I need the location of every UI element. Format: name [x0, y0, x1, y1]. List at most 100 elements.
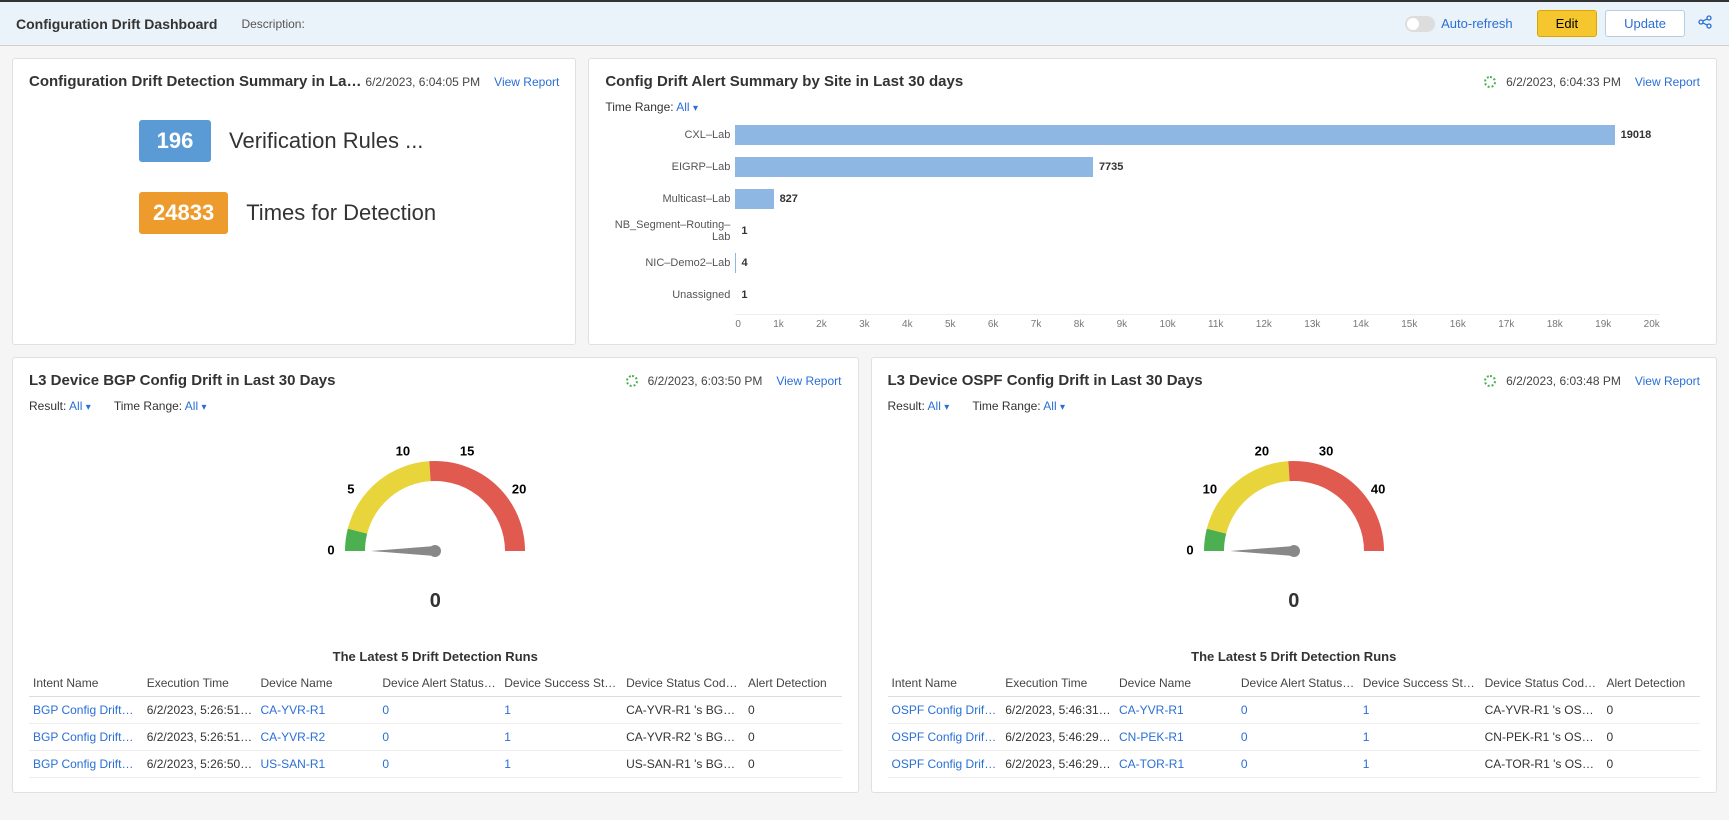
table-row[interactable]: BGP Config Drift_U...6/2/2023, 5:26:50 P… [29, 751, 842, 778]
table-header[interactable]: Device Alert Status Coc [378, 670, 500, 697]
table-cell[interactable]: 0 [378, 751, 500, 778]
time-range-dropdown[interactable]: All ▾ [676, 100, 698, 114]
bar-category-label: Unassigned [605, 289, 730, 301]
table-cell: 6/2/2023, 5:46:29 PM [1001, 724, 1115, 751]
table-cell[interactable]: 0 [1237, 751, 1359, 778]
result-label: Result: [888, 399, 925, 413]
auto-refresh-toggle[interactable] [1405, 16, 1435, 32]
x-tick: 16k [1450, 319, 1466, 330]
time-range-label: Time Range: [972, 399, 1040, 413]
share-icon[interactable] [1697, 14, 1713, 33]
table-cell[interactable]: OSPF Config Drift_... [888, 751, 1002, 778]
table-cell[interactable]: 0 [378, 724, 500, 751]
bar-category-label: NB_Segment–Routing–Lab [605, 219, 730, 243]
chevron-down-icon: ▾ [1060, 402, 1065, 413]
table-row[interactable]: BGP Config Drift_C...6/2/2023, 5:26:51 P… [29, 697, 842, 724]
table-header[interactable]: Device Success Status [1359, 670, 1481, 697]
bgp-result-dropdown[interactable]: All ▾ [69, 399, 91, 413]
site-chart-timestamp: 6/2/2023, 6:04:33 PM [1506, 75, 1621, 89]
table-cell[interactable]: 0 [1237, 724, 1359, 751]
table-cell[interactable]: 0 [1237, 697, 1359, 724]
bgp-view-report[interactable]: View Report [776, 374, 841, 388]
bgp-title: L3 Device BGP Config Drift in Last 30 Da… [29, 372, 626, 389]
summary-view-report[interactable]: View Report [494, 75, 559, 89]
table-header[interactable]: Execution Time [143, 670, 257, 697]
x-tick: 3k [859, 319, 870, 330]
table-cell[interactable]: OSPF Config Drift_... [888, 724, 1002, 751]
table-row[interactable]: OSPF Config Drift_...6/2/2023, 5:46:31 P… [888, 697, 1701, 724]
site-chart-view-report[interactable]: View Report [1635, 75, 1700, 89]
update-button[interactable]: Update [1605, 10, 1685, 37]
gauge-value: 0 [888, 590, 1701, 613]
table-header[interactable]: Execution Time [1001, 670, 1115, 697]
ospf-panel: L3 Device OSPF Config Drift in Last 30 D… [871, 357, 1718, 793]
loading-icon [1484, 375, 1496, 387]
table-cell[interactable]: BGP Config Drift_C... [29, 724, 143, 751]
bar[interactable] [735, 125, 1614, 145]
stat-label: Verification Rules ... [229, 128, 423, 154]
chevron-down-icon: ▾ [201, 402, 206, 413]
table-header[interactable]: Intent Name [29, 670, 143, 697]
table-header[interactable]: Alert Detection [744, 670, 842, 697]
svg-text:0: 0 [1186, 542, 1193, 557]
table-row[interactable]: BGP Config Drift_C...6/2/2023, 5:26:51 P… [29, 724, 842, 751]
x-tick: 18k [1547, 319, 1563, 330]
table-cell: CA-YVR-R1 's BGP co... [622, 697, 744, 724]
table-cell[interactable]: 1 [1359, 724, 1481, 751]
table-cell[interactable]: CN-PEK-R1 [1115, 724, 1237, 751]
table-header[interactable]: Device Name [257, 670, 379, 697]
gauge-value: 0 [29, 590, 842, 613]
ospf-timerange-dropdown[interactable]: All ▾ [1043, 399, 1065, 413]
ospf-timestamp: 6/2/2023, 6:03:48 PM [1506, 374, 1621, 388]
table-cell: 6/2/2023, 5:46:31 PM [1001, 697, 1115, 724]
ospf-view-report[interactable]: View Report [1635, 374, 1700, 388]
table-cell[interactable]: BGP Config Drift_C... [29, 697, 143, 724]
table-row[interactable]: OSPF Config Drift_...6/2/2023, 5:46:29 P… [888, 724, 1701, 751]
table-cell[interactable]: 1 [500, 724, 622, 751]
table-cell[interactable]: 1 [500, 697, 622, 724]
table-header[interactable]: Device Name [1115, 670, 1237, 697]
loading-icon [626, 375, 638, 387]
table-cell[interactable]: 1 [500, 751, 622, 778]
table-cell: 0 [744, 724, 842, 751]
bgp-latest-title: The Latest 5 Drift Detection Runs [29, 649, 842, 664]
table-header[interactable]: Device Alert Status Coc [1237, 670, 1359, 697]
table-cell[interactable]: BGP Config Drift_U... [29, 751, 143, 778]
table-header[interactable]: Intent Name [888, 670, 1002, 697]
table-cell[interactable]: 0 [378, 697, 500, 724]
site-chart-title: Config Drift Alert Summary by Site in La… [605, 73, 1484, 90]
table-row[interactable]: OSPF Config Drift_...6/2/2023, 5:46:29 P… [888, 751, 1701, 778]
table-cell: 6/2/2023, 5:46:29 PM [1001, 751, 1115, 778]
bgp-timestamp: 6/2/2023, 6:03:50 PM [648, 374, 763, 388]
table-cell[interactable]: 1 [1359, 697, 1481, 724]
table-cell[interactable]: CA-YVR-R1 [257, 697, 379, 724]
loading-icon [1484, 76, 1496, 88]
table-cell[interactable]: CA-YVR-R2 [257, 724, 379, 751]
summary-timestamp: 6/2/2023, 6:04:05 PM [365, 75, 480, 89]
x-axis: 01k2k3k4k5k6k7k8k9k10k11k12k13k14k15k16k… [735, 314, 1660, 330]
bar-row: Unassigned1 [735, 282, 1660, 308]
x-tick: 0 [735, 319, 741, 330]
stat-row: 196Verification Rules ... [139, 120, 559, 162]
bar[interactable] [735, 157, 1093, 177]
ospf-title: L3 Device OSPF Config Drift in Last 30 D… [888, 372, 1485, 389]
table-header[interactable]: Alert Detection [1603, 670, 1701, 697]
table-cell[interactable]: CA-YVR-R1 [1115, 697, 1237, 724]
chevron-down-icon: ▾ [86, 402, 91, 413]
bgp-timerange-dropdown[interactable]: All ▾ [185, 399, 207, 413]
stat-value: 24833 [139, 192, 228, 234]
table-cell[interactable]: CA-TOR-R1 [1115, 751, 1237, 778]
table-header[interactable]: Device Status Code Su [622, 670, 744, 697]
bar[interactable] [735, 189, 773, 209]
description-label: Description: [241, 17, 304, 31]
table-cell[interactable]: US-SAN-R1 [257, 751, 379, 778]
svg-text:20: 20 [1254, 444, 1268, 459]
site-chart-panel: Config Drift Alert Summary by Site in La… [588, 58, 1717, 345]
x-tick: 11k [1208, 319, 1223, 330]
edit-button[interactable]: Edit [1537, 10, 1597, 37]
table-header[interactable]: Device Success Status [500, 670, 622, 697]
ospf-result-dropdown[interactable]: All ▾ [928, 399, 950, 413]
table-header[interactable]: Device Status Code Su [1481, 670, 1603, 697]
table-cell[interactable]: OSPF Config Drift_... [888, 697, 1002, 724]
table-cell[interactable]: 1 [1359, 751, 1481, 778]
